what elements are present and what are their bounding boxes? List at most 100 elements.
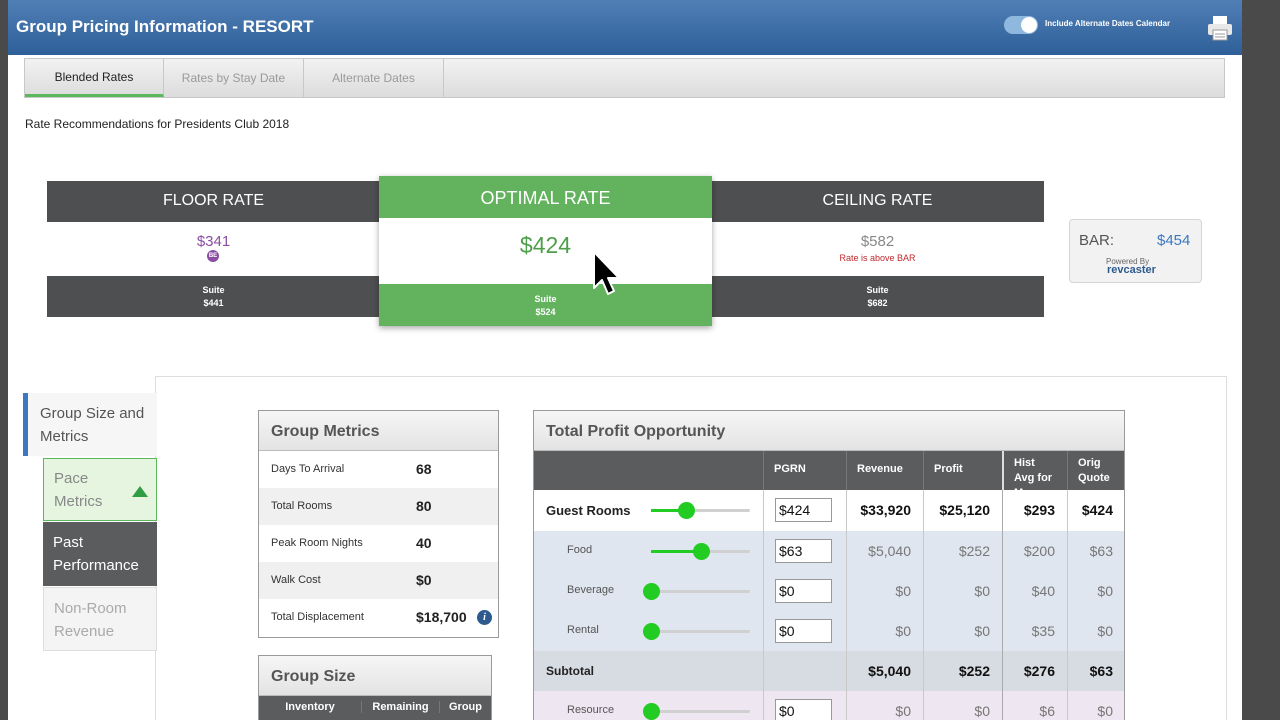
optimal-rate-title: OPTIMAL RATE [379, 176, 712, 218]
tab-rates-by-stay-date[interactable]: Rates by Stay Date [164, 59, 304, 97]
metric-label: Days To Arrival [271, 463, 345, 475]
cell-revenue: $0 [895, 703, 911, 719]
cell-revenue: $33,920 [860, 502, 911, 518]
food-input[interactable] [775, 539, 832, 563]
floor-rate-card: FLOOR RATE $341 BE Suite $441 [47, 181, 380, 317]
metric-value: $18,700 [416, 609, 467, 625]
cell-revenue: $0 [895, 583, 911, 599]
floor-rate-badge: BE [207, 250, 219, 262]
column-divider [846, 490, 847, 720]
cell-orig: $63 [1089, 663, 1113, 679]
mouse-cursor-icon [593, 251, 620, 295]
metric-row: Total Rooms 80 [259, 488, 498, 525]
slider-handle[interactable] [643, 623, 660, 640]
group-size-header-row: Inventory Remaining Group [259, 696, 491, 720]
slider-handle[interactable] [643, 703, 660, 720]
metric-label: Total Displacement [271, 611, 364, 623]
profit-row-subtotal: Subtotal $5,040 $252 $276 $63 [534, 651, 1124, 691]
beverage-slider[interactable] [643, 583, 750, 600]
row-label: Beverage [567, 584, 615, 596]
bar-rate-box: BAR: $454 Powered By revcaster [1069, 219, 1202, 283]
metric-label: Peak Room Nights [271, 537, 363, 549]
metric-value: 68 [416, 461, 432, 477]
resource-input[interactable] [775, 699, 832, 720]
ceiling-suite: Suite $682 [711, 276, 1044, 317]
cell-hist: $200 [1023, 543, 1055, 559]
window-title: Group Pricing Information - RESORT [16, 17, 314, 36]
profit-row-rental: Rental $0 $0 $35 $0 [534, 611, 1124, 651]
sidebar-item-label: Pace Metrics [54, 470, 103, 510]
ceiling-rate-body: $582 Rate is above BAR [711, 222, 1044, 276]
optimal-suite-value: $524 [535, 307, 556, 317]
optimal-rate-value: $424 [519, 232, 572, 258]
collapse-triangle-icon[interactable] [132, 486, 148, 497]
alternate-dates-toggle[interactable] [1004, 16, 1038, 34]
total-profit-title: Total Profit Opportunity [534, 411, 1124, 451]
sidebar-item-non-room-revenue[interactable]: Non-Room Revenue [43, 587, 157, 651]
food-slider[interactable] [651, 543, 750, 560]
cell-profit: $25,120 [939, 502, 990, 518]
cell-profit: $252 [958, 543, 990, 559]
floor-rate-value: $341 [196, 233, 231, 250]
printer-icon[interactable] [1206, 14, 1234, 42]
group-metrics-title: Group Metrics [259, 411, 498, 451]
cell-hist: $35 [1031, 623, 1055, 639]
bar-label: BAR: [1079, 232, 1115, 249]
optimal-rate-body: $424 [379, 218, 712, 284]
profit-row-resource: Resource $0 $0 $6 $0 [534, 691, 1124, 720]
metric-label: Walk Cost [271, 574, 321, 586]
metric-label: Total Rooms [271, 500, 333, 512]
resource-slider[interactable] [643, 703, 750, 720]
metric-value: $0 [416, 572, 432, 588]
group-size-box: Group Size Inventory Remaining Group [258, 655, 492, 720]
cell-hist: $293 [1023, 502, 1055, 518]
metric-value: 40 [416, 535, 432, 551]
optimal-suite-label: Suite [534, 294, 557, 304]
row-label: Subtotal [546, 664, 594, 678]
ceiling-rate-note: Rate is above BAR [839, 253, 916, 263]
column-divider [763, 490, 764, 720]
page-subtitle: Rate Recommendations for Presidents Club… [25, 117, 290, 131]
toggle-knob [1021, 17, 1037, 33]
sidebar-item-past-performance[interactable]: Past Performance [43, 522, 157, 586]
optimal-suite: Suite $524 [379, 284, 712, 326]
col-profit: Profit [923, 451, 1002, 490]
floor-rate-title: FLOOR RATE [47, 181, 380, 222]
cell-hist: $40 [1031, 583, 1055, 599]
cell-profit: $252 [958, 663, 990, 679]
cell-profit: $0 [974, 623, 990, 639]
col-orig-quote: Orig Quote [1067, 451, 1124, 490]
group-size-title: Group Size [259, 656, 491, 696]
tab-alternate-dates[interactable]: Alternate Dates [304, 59, 444, 97]
col-revenue: Revenue [846, 451, 923, 490]
cell-hist: $276 [1023, 663, 1055, 679]
guest-rooms-rate-input[interactable] [775, 498, 832, 522]
floor-suite-value: $441 [203, 298, 224, 308]
floor-rate-body: $341 BE [47, 222, 380, 276]
slider-handle[interactable] [677, 502, 695, 519]
profit-row-guest-rooms: Guest Rooms $33,920 $25,120 $293 $424 [534, 490, 1124, 530]
info-icon[interactable]: i [477, 610, 492, 625]
sidebar-item-pace-metrics[interactable]: Pace Metrics [43, 458, 157, 521]
tab-blended-rates[interactable]: Blended Rates [25, 59, 164, 97]
bar-value: $454 [1157, 232, 1191, 249]
metric-row: Days To Arrival 68 [259, 451, 498, 488]
profit-row-beverage: Beverage $0 $0 $40 $0 [534, 571, 1124, 611]
slider-handle[interactable] [692, 543, 710, 560]
rental-slider[interactable] [643, 623, 750, 640]
guest-rooms-slider[interactable] [651, 502, 750, 519]
row-label: Guest Rooms [546, 503, 631, 518]
metric-row: Peak Room Nights 40 [259, 525, 498, 562]
rental-input[interactable] [775, 619, 832, 643]
cell-revenue: $0 [895, 623, 911, 639]
cell-orig: $0 [1097, 703, 1113, 719]
col-pgrn: PGRN [763, 451, 846, 490]
ceiling-rate-value: $582 [860, 233, 895, 250]
slider-handle[interactable] [643, 583, 660, 600]
alternate-dates-toggle-label: Include Alternate Dates Calendar [1045, 19, 1171, 28]
profit-row-food: Food $5,040 $252 $200 $63 [534, 531, 1124, 571]
cell-profit: $0 [974, 583, 990, 599]
beverage-input[interactable] [775, 579, 832, 603]
sidebar-group-size-metrics[interactable]: Group Size and Metrics [23, 393, 157, 456]
group-size-col-group: Group [439, 701, 491, 713]
